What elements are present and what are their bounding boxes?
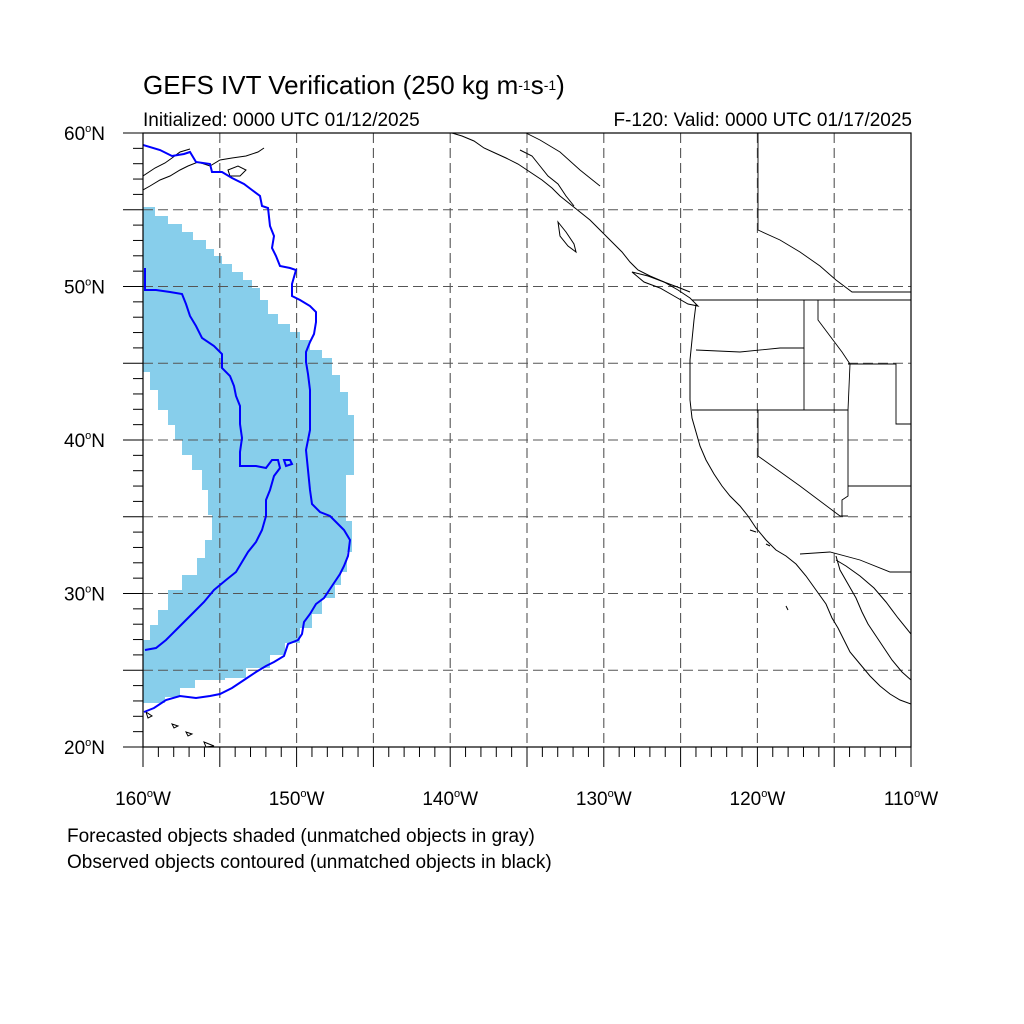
political-boundaries [525,133,911,573]
map-title: GEFS IVT Verification (250 kg m-1s-1) [143,70,565,101]
lon-label: 150oW [269,788,325,810]
observed-note: Observed objects contoured (unmatched ob… [67,852,552,873]
lat-label: 60oN [64,123,105,145]
forecast-note: Forecasted objects shaded (unmatched obj… [67,826,535,847]
initialized-time: Initialized: 0000 UTC 01/12/2025 [143,110,420,131]
lat-label: 30oN [64,584,105,606]
observed-contour-north [143,144,352,713]
nevada-utah-border [841,410,849,516]
us-west-coast [689,303,911,705]
lat-label: 50oN [64,277,105,299]
observed-object-contours [143,144,352,713]
lat-label-hemisphere: N [91,738,105,759]
lon-label-hemisphere: W [614,789,632,810]
lon-label-hemisphere: W [920,789,938,810]
lon-label: 130oW [576,788,632,810]
lon-label-hemisphere: W [460,789,478,810]
title-close-paren: ) [556,70,565,100]
lat-label-degree: o [85,584,91,596]
lon-label: 110oW [884,788,938,810]
lon-label-value: 130 [576,789,608,810]
lon-label-value: 120 [730,789,762,810]
observed-contour-small [282,459,294,468]
lat-label-degree: o [85,430,91,442]
lat-label-value: 50 [64,278,85,299]
lon-label: 140oW [422,788,478,810]
lon-label-value: 150 [269,789,301,810]
lat-label-hemisphere: N [91,585,105,606]
bc-alaska-border [525,133,601,187]
lat-label: 40oN [64,430,105,452]
vancouver-island [631,271,700,307]
lon-label-value: 110 [884,789,914,810]
lat-label-degree: o [85,123,91,135]
lon-label-hemisphere: W [767,789,785,810]
lat-label-value: 30 [64,585,85,606]
idaho-border [803,300,851,411]
lat-label-degree: o [85,737,91,749]
forecast-object [143,207,354,703]
alaska-peninsula-coast [143,147,265,191]
lat-label: 20oN [64,737,105,759]
valid-time: F-120: Valid: 0000 UTC 01/17/2025 [613,110,912,131]
forecast-object-shading [143,207,354,703]
title-text: GEFS IVT Verification (250 kg m [143,70,519,100]
haida-gwaii [557,220,577,254]
lon-label-degree: o [914,788,920,800]
lon-label-hemisphere: W [153,789,171,810]
lon-label-degree: o [300,788,306,800]
alaska-coast-2 [143,148,191,177]
lat-label-value: 20 [64,738,85,759]
hawaii-islands [145,710,215,747]
lat-label-value: 40 [64,431,85,452]
gulf-of-alaska-coast [451,133,691,293]
lat-label-hemisphere: N [91,124,105,145]
lon-label: 120oW [730,788,786,810]
lat-lon-grid [143,133,911,747]
title-exponent-1: -1 [518,77,531,93]
lon-label-degree: o [761,788,767,800]
lon-label-value: 140 [422,789,454,810]
se-alaska-islands [519,149,575,207]
lon-label: 160oW [115,788,171,810]
title-exponent-2: -1 [543,77,557,93]
lat-label-hemisphere: N [91,278,105,299]
utah-wyoming-border [848,363,911,425]
baja-peninsula [835,555,911,681]
observed-contour-inner [144,268,282,651]
lon-label-hemisphere: W [307,789,325,810]
lon-label-value: 160 [115,789,147,810]
lon-label-degree: o [608,788,614,800]
channel-islands [749,529,789,611]
lat-label-degree: o [85,277,91,289]
axis-ticks [123,132,912,767]
bc-alberta-border [757,133,911,293]
kodiak-island [227,165,247,177]
us-mexico-border [799,551,911,573]
title-unit-s: s [530,70,544,100]
lon-label-degree: o [147,788,153,800]
california-nevada-border [757,410,848,517]
lat-label-value: 60 [64,124,85,145]
lat-label-hemisphere: N [91,431,105,452]
washington-oregon-border [695,300,805,353]
lon-label-degree: o [454,788,460,800]
longitude-labels: 160oW 150oW 140oW 130oW 120oW 110oW [115,788,938,810]
gulf-of-california-coast [835,559,911,635]
